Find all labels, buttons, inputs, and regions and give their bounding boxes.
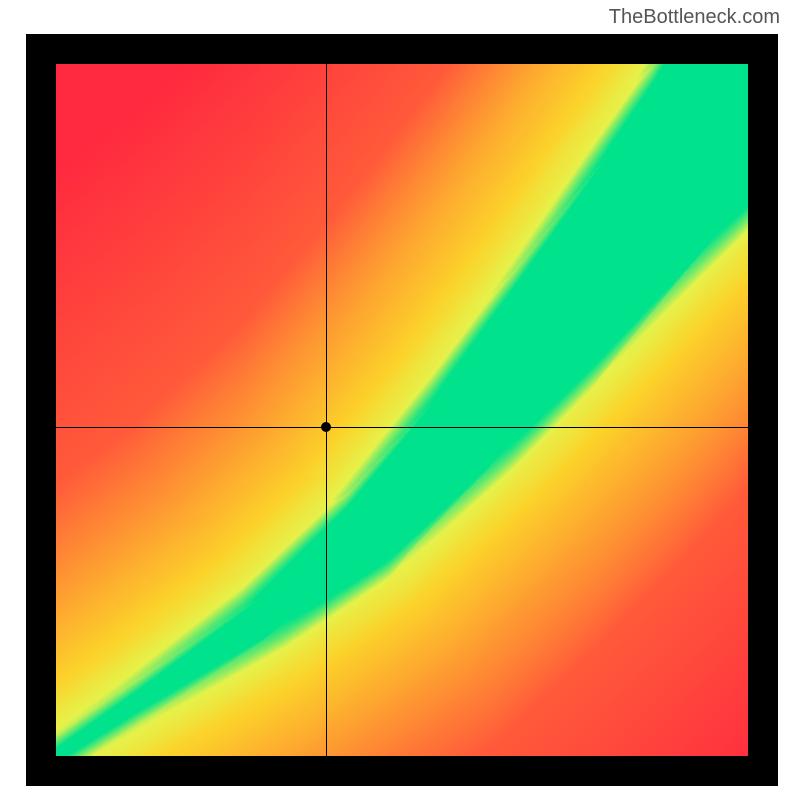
crosshair-marker [321, 422, 331, 432]
heatmap-plot-area [56, 64, 748, 756]
watermark-text: TheBottleneck.com [609, 6, 780, 29]
chart-outer-frame [26, 34, 778, 786]
crosshair-horizontal-line [56, 427, 748, 428]
heatmap-canvas [56, 64, 748, 756]
crosshair-vertical-line [326, 64, 327, 756]
